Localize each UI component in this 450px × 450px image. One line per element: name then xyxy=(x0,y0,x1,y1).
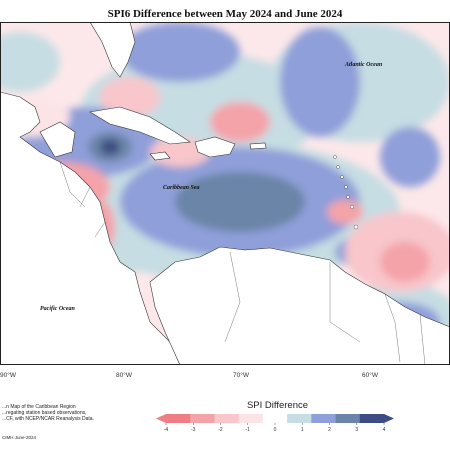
legend-swatch xyxy=(166,414,191,423)
lesser-antilles xyxy=(333,155,359,230)
legend-tick-label: 0 xyxy=(274,427,277,433)
lon-label-80w: 80°W xyxy=(116,372,132,379)
legend-tick-label: -2 xyxy=(218,427,223,433)
footer-credit: CIMH June-2024 xyxy=(2,435,37,440)
legend-swatch xyxy=(262,414,288,423)
lon-label-70w: 70°W xyxy=(233,372,249,379)
legend-tick-label: -1 xyxy=(246,427,251,433)
borders xyxy=(59,161,426,365)
legend-tick-label: 2 xyxy=(328,427,331,433)
legend-tick-label: 1 xyxy=(301,427,304,433)
legend-title: SPI Difference xyxy=(246,400,309,411)
caribbean-sea-label: Caribbean Sea xyxy=(163,185,200,191)
spi-difference-map[interactable] xyxy=(0,22,450,365)
legend-swatch xyxy=(190,414,215,423)
legend-colorbar: -4 -3 -2 -1 0 1 2 3 4 xyxy=(150,412,400,441)
legend-arrow-right xyxy=(384,414,394,423)
legend-arrow-left xyxy=(156,414,166,423)
landmasses xyxy=(0,22,450,365)
legend-swatch xyxy=(238,414,264,423)
lon-label-60w: 60°W xyxy=(362,372,378,379)
legend-tick-label: -3 xyxy=(191,427,196,433)
legend-swatch xyxy=(359,414,385,423)
pacific-ocean-label: Pacific Ocean xyxy=(40,306,75,312)
legend-tick-label: -4 xyxy=(164,427,169,433)
map-title: SPI6 Difference between May 2024 and Jun… xyxy=(107,8,343,20)
atlantic-ocean-label: Atlantic Ocean xyxy=(345,62,383,68)
legend-swatch xyxy=(287,414,312,423)
legend-swatch xyxy=(335,414,361,423)
lon-label-90w: 90°W xyxy=(0,372,16,379)
legend-tick-label: 4 xyxy=(383,427,386,433)
legend-swatch xyxy=(311,414,336,423)
legend-swatch xyxy=(214,414,239,423)
map-caption: ...n Map of the Caribbean Region ...rega… xyxy=(2,404,94,423)
legend-tick-label: 3 xyxy=(355,427,358,433)
